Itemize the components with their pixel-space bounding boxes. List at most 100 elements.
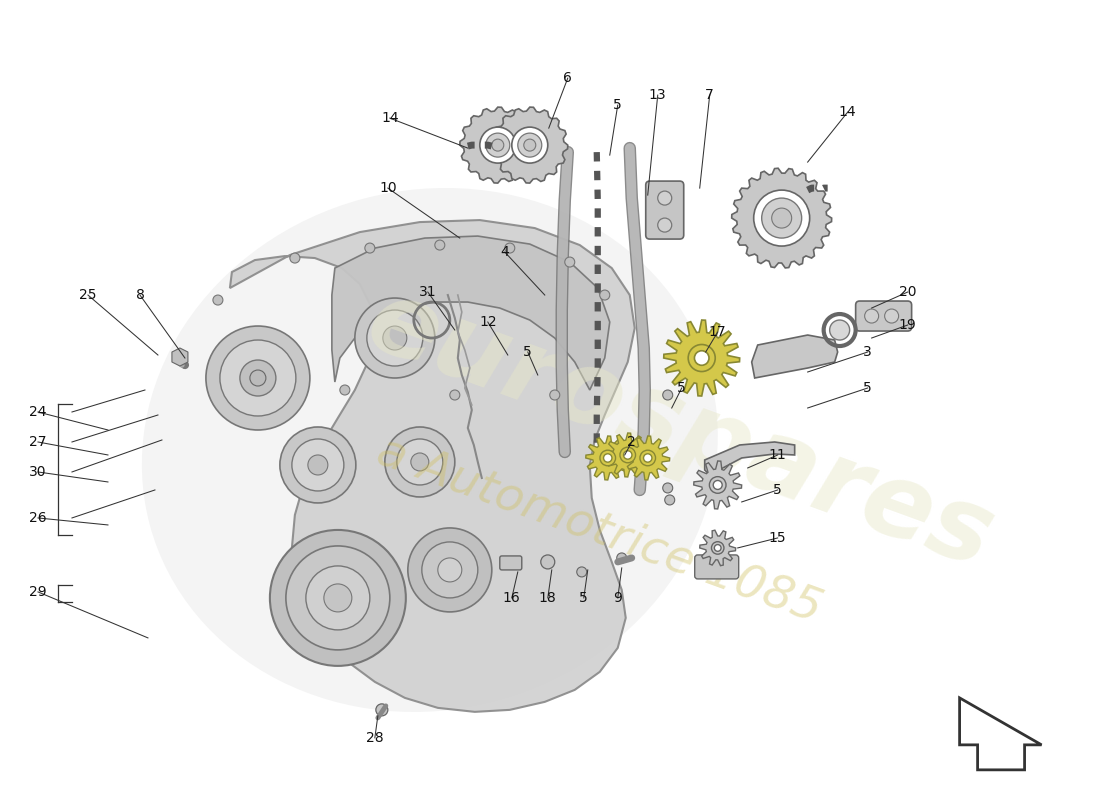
FancyBboxPatch shape bbox=[856, 301, 912, 331]
Circle shape bbox=[754, 190, 810, 246]
Circle shape bbox=[213, 295, 223, 305]
Circle shape bbox=[761, 198, 802, 238]
Circle shape bbox=[397, 439, 443, 485]
Circle shape bbox=[518, 133, 542, 157]
Circle shape bbox=[279, 427, 356, 503]
Text: 11: 11 bbox=[769, 448, 786, 462]
Circle shape bbox=[710, 477, 726, 494]
Text: 6: 6 bbox=[563, 71, 572, 85]
Polygon shape bbox=[694, 461, 741, 509]
Text: 5: 5 bbox=[773, 483, 782, 497]
Text: 20: 20 bbox=[899, 285, 916, 299]
Circle shape bbox=[658, 218, 672, 232]
Text: 5: 5 bbox=[580, 591, 588, 605]
Polygon shape bbox=[626, 436, 670, 480]
Text: 16: 16 bbox=[503, 591, 520, 605]
Circle shape bbox=[270, 530, 406, 666]
Circle shape bbox=[421, 542, 477, 598]
Circle shape bbox=[323, 584, 352, 612]
Circle shape bbox=[408, 528, 492, 612]
Circle shape bbox=[658, 191, 672, 205]
Circle shape bbox=[220, 340, 296, 416]
Text: 9: 9 bbox=[614, 591, 623, 605]
Circle shape bbox=[829, 320, 849, 340]
Text: 5: 5 bbox=[524, 345, 532, 359]
Polygon shape bbox=[492, 107, 568, 183]
Polygon shape bbox=[332, 236, 609, 390]
Circle shape bbox=[355, 298, 434, 378]
Text: 24: 24 bbox=[30, 405, 46, 419]
Circle shape bbox=[524, 139, 536, 151]
Circle shape bbox=[434, 240, 444, 250]
Text: 5: 5 bbox=[864, 381, 872, 395]
Circle shape bbox=[306, 566, 370, 630]
Text: 5: 5 bbox=[678, 381, 686, 395]
Circle shape bbox=[383, 326, 407, 350]
FancyBboxPatch shape bbox=[499, 556, 521, 570]
Circle shape bbox=[713, 481, 723, 490]
Circle shape bbox=[550, 390, 560, 400]
Text: 10: 10 bbox=[379, 181, 397, 195]
Text: 27: 27 bbox=[30, 435, 46, 449]
Circle shape bbox=[694, 350, 710, 366]
Text: 12: 12 bbox=[478, 315, 496, 329]
Circle shape bbox=[308, 455, 328, 475]
Circle shape bbox=[486, 133, 509, 157]
Text: 30: 30 bbox=[30, 465, 46, 479]
Text: 18: 18 bbox=[539, 591, 557, 605]
Polygon shape bbox=[663, 320, 739, 396]
Circle shape bbox=[480, 127, 516, 163]
Circle shape bbox=[884, 309, 899, 323]
Text: a Automotrice 1085: a Automotrice 1085 bbox=[371, 428, 828, 631]
Circle shape bbox=[564, 257, 575, 267]
Text: 13: 13 bbox=[649, 88, 667, 102]
Circle shape bbox=[206, 326, 310, 430]
Text: 3: 3 bbox=[864, 345, 872, 359]
Polygon shape bbox=[586, 436, 629, 480]
Circle shape bbox=[662, 483, 673, 493]
Circle shape bbox=[689, 345, 715, 371]
Polygon shape bbox=[959, 698, 1042, 770]
Circle shape bbox=[712, 542, 724, 554]
Circle shape bbox=[240, 360, 276, 396]
Circle shape bbox=[512, 127, 548, 163]
Text: 5: 5 bbox=[614, 98, 623, 112]
Circle shape bbox=[250, 370, 266, 386]
Circle shape bbox=[865, 309, 879, 323]
Ellipse shape bbox=[142, 188, 718, 712]
Text: 2: 2 bbox=[627, 435, 636, 449]
FancyBboxPatch shape bbox=[646, 181, 684, 239]
Circle shape bbox=[366, 310, 422, 366]
Text: 26: 26 bbox=[30, 511, 47, 525]
Text: 25: 25 bbox=[79, 288, 97, 302]
Text: 15: 15 bbox=[769, 531, 786, 545]
Polygon shape bbox=[460, 107, 536, 183]
Circle shape bbox=[772, 208, 792, 228]
Circle shape bbox=[290, 253, 300, 263]
Text: 14: 14 bbox=[839, 105, 857, 119]
Text: 29: 29 bbox=[30, 585, 47, 599]
Text: 7: 7 bbox=[705, 88, 714, 102]
Polygon shape bbox=[230, 220, 635, 712]
Circle shape bbox=[617, 553, 627, 563]
Text: 28: 28 bbox=[366, 731, 384, 745]
Circle shape bbox=[624, 450, 631, 459]
Circle shape bbox=[492, 139, 504, 151]
Text: 8: 8 bbox=[135, 288, 144, 302]
Text: 19: 19 bbox=[899, 318, 916, 332]
Polygon shape bbox=[751, 335, 838, 378]
Circle shape bbox=[620, 447, 636, 462]
Polygon shape bbox=[172, 348, 188, 366]
Circle shape bbox=[664, 495, 674, 505]
Text: eurospares: eurospares bbox=[353, 270, 1007, 590]
Circle shape bbox=[576, 567, 586, 577]
Circle shape bbox=[505, 243, 515, 253]
Circle shape bbox=[640, 450, 656, 466]
Circle shape bbox=[714, 545, 722, 551]
FancyBboxPatch shape bbox=[695, 555, 739, 579]
Polygon shape bbox=[705, 442, 794, 475]
Circle shape bbox=[286, 546, 389, 650]
Circle shape bbox=[662, 390, 673, 400]
Polygon shape bbox=[732, 168, 832, 268]
Circle shape bbox=[450, 390, 460, 400]
